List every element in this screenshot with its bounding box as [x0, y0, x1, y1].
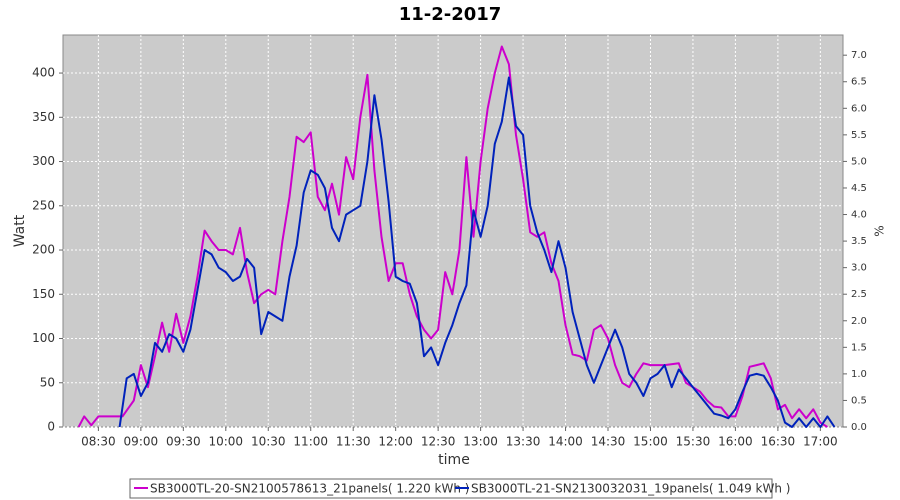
y-tick-label: 250	[32, 198, 55, 212]
y2-tick-label: 6.0	[851, 103, 867, 114]
y-axis-label: Watt	[12, 214, 28, 247]
y-tick-label: 400	[32, 66, 55, 80]
y2-tick-label: 6.5	[851, 77, 867, 88]
y2-tick-label: 5.0	[851, 156, 867, 167]
y2-tick-label: 2.0	[851, 316, 867, 327]
y-tick-label: 350	[32, 110, 55, 124]
legend	[129, 478, 773, 499]
x-tick-label: 16:30	[761, 435, 796, 449]
x-tick-label: 13:30	[506, 435, 541, 449]
legend-label: SB3000TL-21-SN2130032031_19panels( 1.049…	[471, 482, 790, 496]
y-tick-label: 150	[32, 287, 55, 301]
x-tick-label: 15:00	[633, 435, 668, 449]
x-tick-label: 10:30	[251, 435, 286, 449]
y2-tick-label: 3.0	[851, 263, 867, 274]
y2-tick-label: 0.0	[851, 422, 867, 433]
series-line	[118, 76, 836, 428]
y-tick-label: 0	[47, 420, 55, 434]
plot-area	[62, 34, 844, 428]
x-tick-label: 08:30	[81, 435, 116, 449]
x-tick-label: 09:30	[166, 435, 201, 449]
y-tick-label: 300	[32, 154, 55, 168]
x-tick-label: 09:00	[124, 435, 159, 449]
y2-tick-label: 7.0	[851, 50, 867, 61]
x-tick-label: 11:00	[293, 435, 328, 449]
y2-axis-label: %	[873, 225, 887, 236]
y2-tick-label: 3.5	[851, 236, 867, 247]
x-tick-label: 14:30	[591, 435, 626, 449]
y2-tick-label: 4.5	[851, 183, 867, 194]
x-tick-label: 12:30	[421, 435, 456, 449]
y2-tick-label: 5.5	[851, 130, 867, 141]
x-tick-label: 15:30	[676, 435, 711, 449]
y-tick-label: 200	[32, 243, 55, 257]
x-tick-label: 13:00	[463, 435, 498, 449]
y2-tick-label: 2.5	[851, 289, 867, 300]
y-tick-label: 100	[32, 331, 55, 345]
y2-tick-label: 1.0	[851, 369, 867, 380]
x-tick-label: 12:00	[378, 435, 413, 449]
x-tick-label: 17:00	[803, 435, 838, 449]
x-tick-label: 11:30	[336, 435, 371, 449]
y2-tick-label: 0.5	[851, 395, 867, 406]
chart-title: 11-2-2017	[399, 4, 502, 25]
x-axis-label: time	[438, 452, 470, 468]
series-line	[77, 45, 828, 428]
x-tick-label: 16:00	[718, 435, 753, 449]
legend-label: SB3000TL-20-SN2100578613_21panels( 1.220…	[150, 482, 469, 496]
y-tick-label: 50	[40, 375, 55, 389]
x-tick-label: 14:00	[548, 435, 583, 449]
x-tick-label: 10:00	[208, 435, 243, 449]
y2-tick-label: 4.0	[851, 210, 867, 221]
y2-tick-label: 1.5	[851, 342, 867, 353]
